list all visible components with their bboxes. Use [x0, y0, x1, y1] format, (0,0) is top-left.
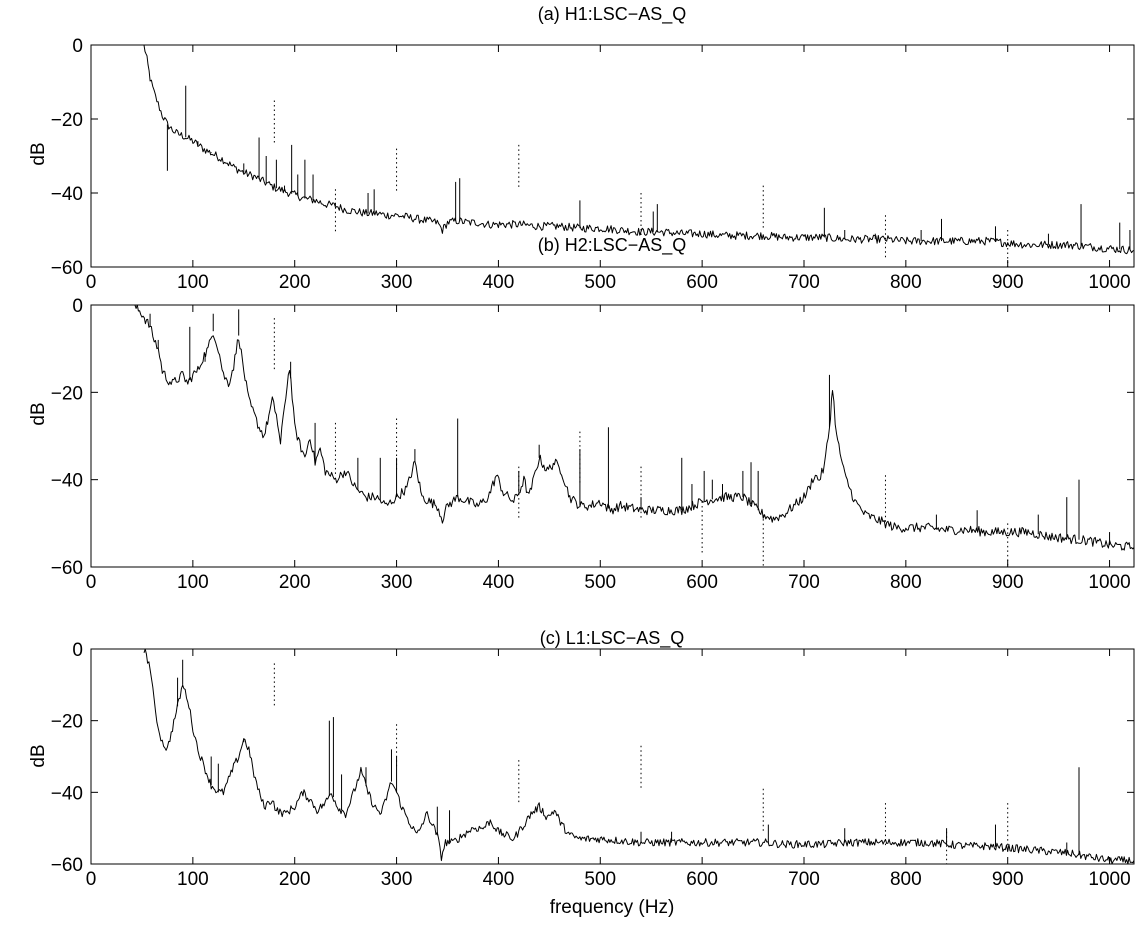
panel-b-ytick-label--60: −60 — [51, 558, 83, 579]
panel-a-xtick-label-300: 300 — [381, 272, 413, 293]
panel-b-xtick-label-500: 500 — [584, 572, 616, 593]
panel-b-series-line — [133, 305, 1134, 551]
panel-a-series-line — [143, 45, 1134, 255]
panel-c-xtick-label-300: 300 — [381, 869, 413, 890]
panel-b-axes-frame — [90, 304, 1135, 568]
panel-b-xtick-label-600: 600 — [686, 572, 718, 593]
panel-b-title: (b) H2:LSC−AS_Q — [538, 235, 687, 256]
panel-b-xtick-label-200: 200 — [279, 572, 311, 593]
panel-c-xtick-label-100: 100 — [177, 869, 209, 890]
panel-b-xtick-label-400: 400 — [483, 572, 515, 593]
panel-c-xtick-label-400: 400 — [483, 869, 515, 890]
panel-c-xtick-label-0: 0 — [86, 869, 97, 890]
panel-c-ytick-label--40: −40 — [51, 783, 83, 804]
panel-b-xtick-label-700: 700 — [788, 572, 820, 593]
panel-b-ytick-label--20: −20 — [51, 383, 83, 404]
panel-c-axes-frame — [90, 648, 1135, 865]
panel-c-xtick-label-500: 500 — [584, 869, 616, 890]
panel-c-series-line — [143, 649, 1134, 864]
panel-c-ytick-label-0: 0 — [72, 640, 83, 661]
panel-b-xtick-label-1000: 1000 — [1088, 572, 1130, 593]
panel-c-ytick-label--20: −20 — [51, 712, 83, 733]
panel-b-ytick-label-0: 0 — [72, 296, 83, 317]
panel-a-xtick-label-100: 100 — [177, 272, 209, 293]
panel-a-axes-frame — [90, 44, 1135, 268]
panel-a-xtick-label-900: 900 — [992, 272, 1024, 293]
panel-c-ylabel: dB — [28, 744, 49, 767]
panel-c-xtick-label-700: 700 — [788, 869, 820, 890]
panel-a-xtick-label-700: 700 — [788, 272, 820, 293]
panel-c: (c) L1:LSC−AS_Q dB frequency (Hz) 0 100 20… — [28, 628, 1135, 918]
panel-b-xtick-label-100: 100 — [177, 572, 209, 593]
panel-a-xtick-label-600: 600 — [686, 272, 718, 293]
panel-b-xtick-label-0: 0 — [86, 572, 97, 593]
panel-a-ytick-label--20: −20 — [51, 110, 83, 131]
panel-c-xlabel: frequency (Hz) — [550, 897, 675, 918]
panel-b-ytick-label--40: −40 — [51, 471, 83, 492]
panel-c-ytick-label--60: −60 — [51, 855, 83, 876]
panel-a-ylabel: dB — [28, 142, 49, 165]
panel-b-xtick-label-800: 800 — [890, 572, 922, 593]
panel-c-xtick-label-800: 800 — [890, 869, 922, 890]
panel-a-xtick-label-1000: 1000 — [1088, 272, 1130, 293]
panel-c-title: (c) L1:LSC−AS_Q — [540, 628, 685, 649]
panel-c-xtick-label-600: 600 — [686, 869, 718, 890]
panel-a-xtick-label-0: 0 — [86, 272, 97, 293]
panel-a-title: (a) H1:LSC−AS_Q — [538, 4, 687, 25]
panel-b-xtick-label-300: 300 — [381, 572, 413, 593]
panel-c-xtick-label-200: 200 — [279, 869, 311, 890]
panel-c-xtick-label-900: 900 — [992, 869, 1024, 890]
panel-a-xtick-label-500: 500 — [584, 272, 616, 293]
panel-a-xtick-label-200: 200 — [279, 272, 311, 293]
panel-c-xtick-label-1000: 1000 — [1088, 869, 1130, 890]
panel-a-ytick-label--40: −40 — [51, 184, 83, 205]
panel-a-ytick-label-0: 0 — [72, 36, 83, 57]
panel-a-xtick-label-400: 400 — [483, 272, 515, 293]
panel-a-xtick-label-800: 800 — [890, 272, 922, 293]
panel-b-xtick-label-900: 900 — [992, 572, 1024, 593]
panel-b: (b) H2:LSC−AS_Q dB 0 100 200 300 400 500 600 70… — [28, 235, 1135, 593]
panel-a: (a) H1:LSC−AS_Q dB 0 100 200 300 400 500 600 70… — [28, 4, 1135, 293]
panel-b-ylabel: dB — [28, 402, 49, 425]
panel-a-ytick-label--60: −60 — [51, 258, 83, 279]
